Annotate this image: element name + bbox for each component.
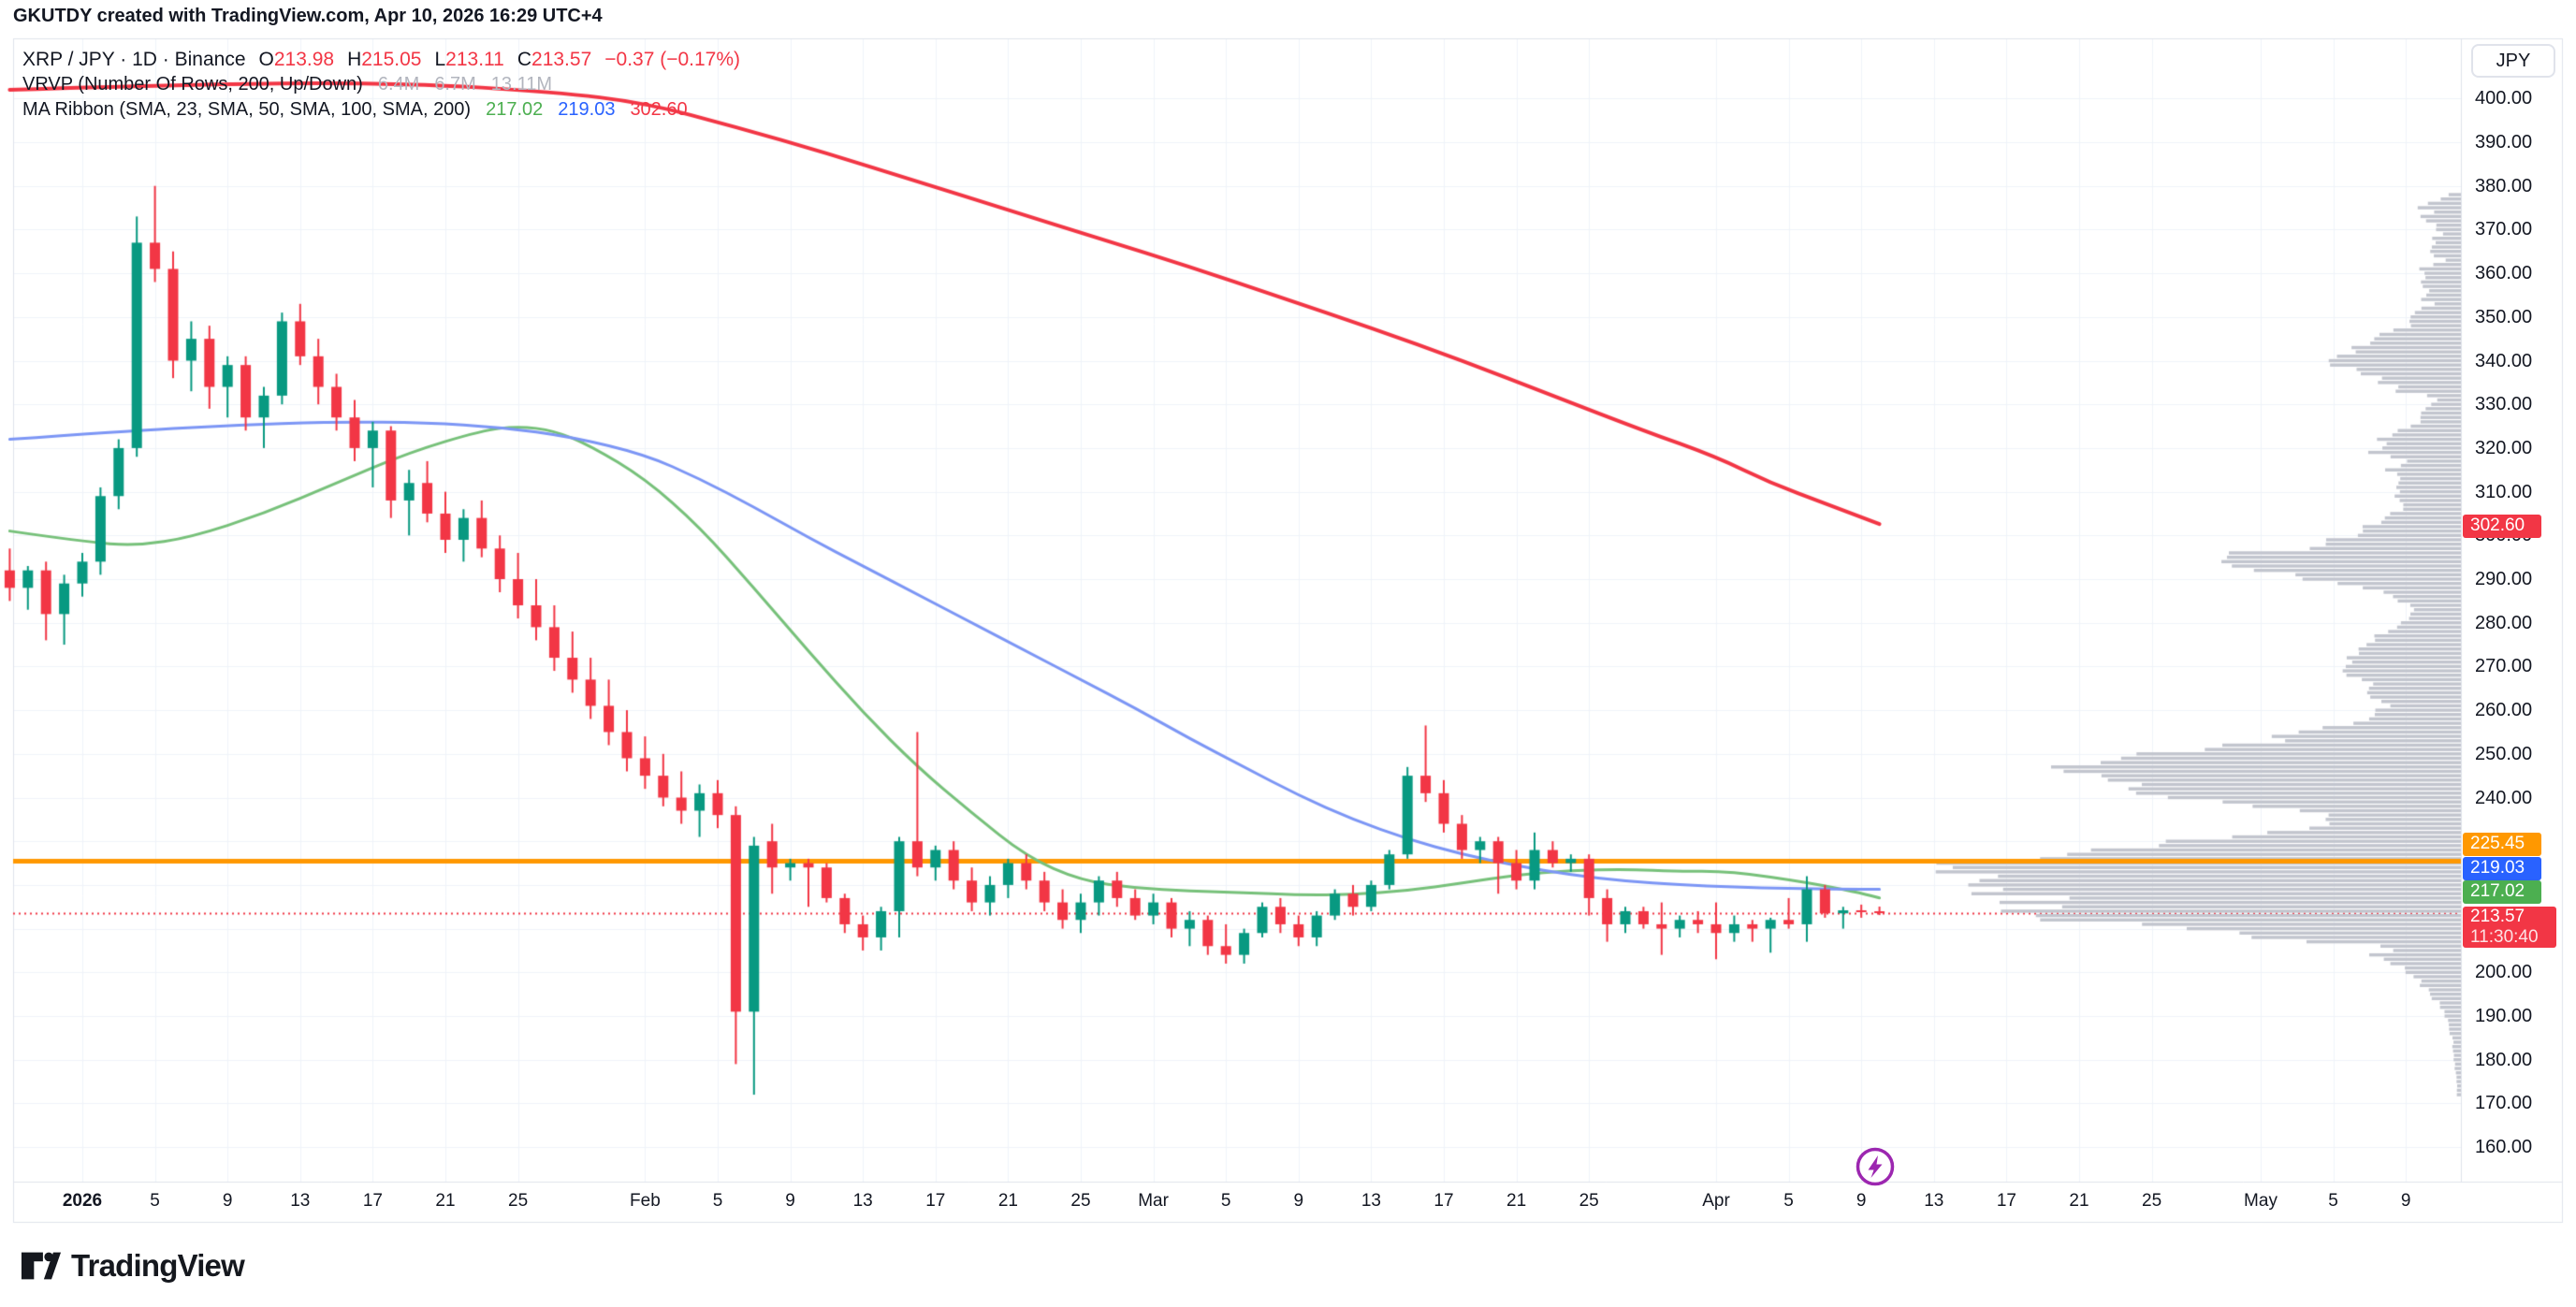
time-tick-label: 9 [785, 1191, 795, 1211]
open-label: O [258, 49, 274, 70]
price-tick-label: 270.00 [2475, 656, 2533, 677]
price-tick-label: 340.00 [2475, 350, 2533, 371]
time-tick-label: 21 [997, 1191, 1018, 1211]
time-tick-label: 13 [852, 1191, 873, 1211]
close-value: 213.57 [531, 49, 592, 70]
sma100-tag: 219.03 [2463, 856, 2541, 880]
time-tick-label: 17 [925, 1191, 946, 1211]
price-tick-label: 170.00 [2475, 1093, 2533, 1114]
price-tick-label: 400.00 [2475, 88, 2533, 109]
time-tick-label: 9 [2400, 1191, 2411, 1211]
price-tick-label: 280.00 [2475, 612, 2533, 633]
time-tick-label: 5 [150, 1191, 160, 1211]
price-tick-label: 310.00 [2475, 481, 2533, 502]
time-tick-label: 25 [508, 1191, 529, 1211]
time-tick-label: 25 [1579, 1191, 1599, 1211]
price-tick-label: 240.00 [2475, 787, 2533, 808]
price-tick-label: 360.00 [2475, 263, 2533, 284]
time-tick-label: 21 [435, 1191, 456, 1211]
ma-ribbon-title[interactable]: MA Ribbon (SMA, 23, SMA, 50, SMA, 100, S… [22, 99, 472, 120]
low-label: L [434, 49, 446, 70]
time-tick-label: Apr [1702, 1191, 1730, 1211]
price-tick-label: 200.00 [2475, 962, 2533, 983]
currency-toggle-button[interactable]: JPY [2471, 44, 2555, 78]
ma23-value: 217.02 [486, 99, 544, 120]
time-tick-label: 9 [1293, 1191, 1304, 1211]
price-tick-label: 190.00 [2475, 1006, 2533, 1026]
change-value: −0.37 (−0.17%) [604, 49, 741, 70]
price-tick-label: 160.00 [2475, 1137, 2533, 1158]
symbol-title[interactable]: XRP / JPY · 1D · Binance [22, 49, 246, 70]
time-axis[interactable]: 2026 5 9 13 17 21 25 Feb 5 9 13 17 21 25 Mar 5 9 13 17 21 25… [13, 1182, 2562, 1222]
open-value: 213.98 [273, 49, 335, 70]
time-tick-label: 21 [2069, 1191, 2089, 1211]
time-tick-label: 9 [1856, 1191, 1867, 1211]
sma23-tag: 217.02 [2463, 879, 2541, 904]
poc-tag: 225.45 [2463, 832, 2541, 856]
sma200-tag: 302.60 [2463, 514, 2541, 538]
legend-symbol-row[interactable]: XRP / JPY · 1D · Binance O213.98 H215.05 L2… [22, 47, 740, 72]
legend-vrvp-row[interactable]: VRVP (Number Of Rows, 200, Up/Down) 6.4M 6… [22, 72, 740, 97]
price-tick-label: 260.00 [2475, 700, 2533, 721]
time-tick-label: 2026 [62, 1191, 103, 1211]
flash-icon[interactable] [1854, 1145, 1897, 1188]
attribution-text: GKUTDY created with TradingView.com, Apr… [13, 6, 603, 26]
vrvp-total-volume: 13.11M [490, 74, 553, 94]
price-tick-label: 390.00 [2475, 132, 2533, 152]
price-tick-label: 250.00 [2475, 743, 2533, 764]
price-tick-label: 180.00 [2475, 1049, 2533, 1070]
time-tick-label: 25 [2142, 1191, 2162, 1211]
tradingview-logo-text: TradingView [71, 1248, 245, 1283]
time-tick-label: 5 [1783, 1191, 1794, 1211]
price-tick-label: 290.00 [2475, 569, 2533, 589]
last-price-tag: 213.57 11:30:40 [2463, 907, 2556, 948]
time-tick-label: 17 [1996, 1191, 2016, 1211]
price-tick-label: 370.00 [2475, 219, 2533, 240]
price-tick-label: 330.00 [2475, 394, 2533, 415]
ma100-value: 219.03 [558, 99, 616, 120]
time-tick-label: 17 [1434, 1191, 1454, 1211]
time-tick-label: May [2244, 1191, 2278, 1211]
price-tick-label: 380.00 [2475, 175, 2533, 196]
vrvp-title[interactable]: VRVP (Number Of Rows, 200, Up/Down) [22, 74, 363, 94]
time-tick-label: 13 [290, 1191, 311, 1211]
time-tick-label: Mar [1138, 1191, 1169, 1211]
vrvp-up-volume: 6.4M [377, 74, 420, 94]
time-tick-label: 5 [2328, 1191, 2338, 1211]
price-tick-label: 350.00 [2475, 306, 2533, 327]
time-tick-label: 9 [222, 1191, 233, 1211]
time-tick-label: 5 [712, 1191, 723, 1211]
tradingview-logo-mark [21, 1252, 62, 1280]
low-value: 213.11 [445, 49, 504, 70]
legend: XRP / JPY · 1D · Binance O213.98 H215.05 L2… [22, 47, 740, 123]
close-label: C [517, 49, 532, 70]
price-tick-label: 320.00 [2475, 437, 2533, 458]
price-axis[interactable]: JPY 400.00 390.00 380.00 370.00 360.00 350.00… [2461, 38, 2576, 1182]
time-tick-label: 13 [1924, 1191, 1944, 1211]
time-tick-label: 25 [1070, 1191, 1091, 1211]
time-tick-label: 17 [362, 1191, 383, 1211]
vrvp-down-volume: 6.7M [434, 74, 476, 94]
time-tick-label: Feb [630, 1191, 661, 1211]
ma200-value: 302.60 [630, 99, 688, 120]
legend-ma-ribbon-row[interactable]: MA Ribbon (SMA, 23, SMA, 50, SMA, 100, S… [22, 97, 740, 123]
time-tick-label: 13 [1361, 1191, 1381, 1211]
time-tick-label: 5 [1220, 1191, 1231, 1211]
tradingview-logo[interactable]: TradingView [21, 1248, 245, 1284]
high-value: 215.05 [361, 49, 422, 70]
high-label: H [347, 49, 362, 70]
time-tick-label: 21 [1506, 1191, 1527, 1211]
